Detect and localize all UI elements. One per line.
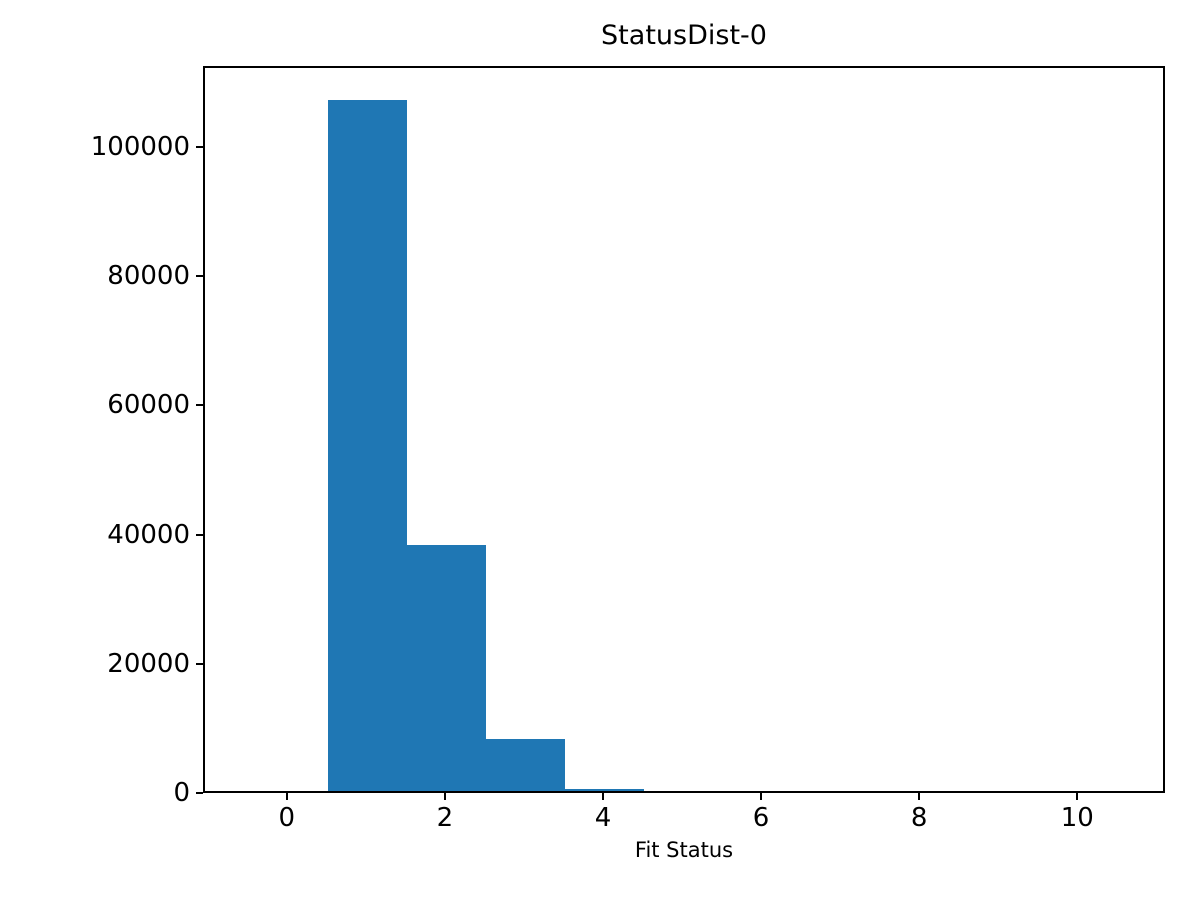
x-tick-mark [443, 793, 446, 800]
y-tick-mark [196, 792, 203, 794]
x-tick-mark [760, 793, 763, 800]
y-tick-label: 100000 [90, 131, 190, 162]
x-axis-label: Fit Status [634, 838, 734, 862]
x-tick-label: 4 [594, 803, 612, 833]
y-tick-mark [196, 533, 203, 536]
x-tick-label: 6 [752, 803, 770, 833]
plot-axes-frame [203, 66, 1165, 793]
y-tick-label: 60000 [107, 390, 190, 421]
x-tick-mark [601, 793, 604, 800]
y-tick-mark [196, 662, 203, 665]
y-tick-mark [196, 275, 203, 278]
x-tick-label: 10 [1060, 803, 1094, 833]
y-tick-mark [196, 404, 203, 407]
y-tick-label: 20000 [107, 648, 190, 679]
x-tick-label: 2 [436, 803, 454, 833]
y-tick-label: 40000 [107, 519, 190, 550]
x-tick-label: 8 [910, 803, 928, 833]
histogram-bar [565, 789, 645, 791]
y-tick-mark [196, 145, 203, 148]
histogram-bar [486, 739, 566, 791]
x-tick-mark [1076, 793, 1079, 800]
plot-area [205, 68, 1163, 791]
y-tick-label: 0 [173, 778, 190, 808]
x-tick-mark [918, 793, 921, 800]
chart-title: StatusDist-0 [601, 20, 767, 51]
y-tick-label: 80000 [107, 261, 190, 292]
x-tick-label: 0 [278, 803, 296, 833]
histogram-bar [328, 99, 408, 791]
histogram-bar [407, 545, 487, 791]
x-tick-mark [285, 793, 288, 800]
